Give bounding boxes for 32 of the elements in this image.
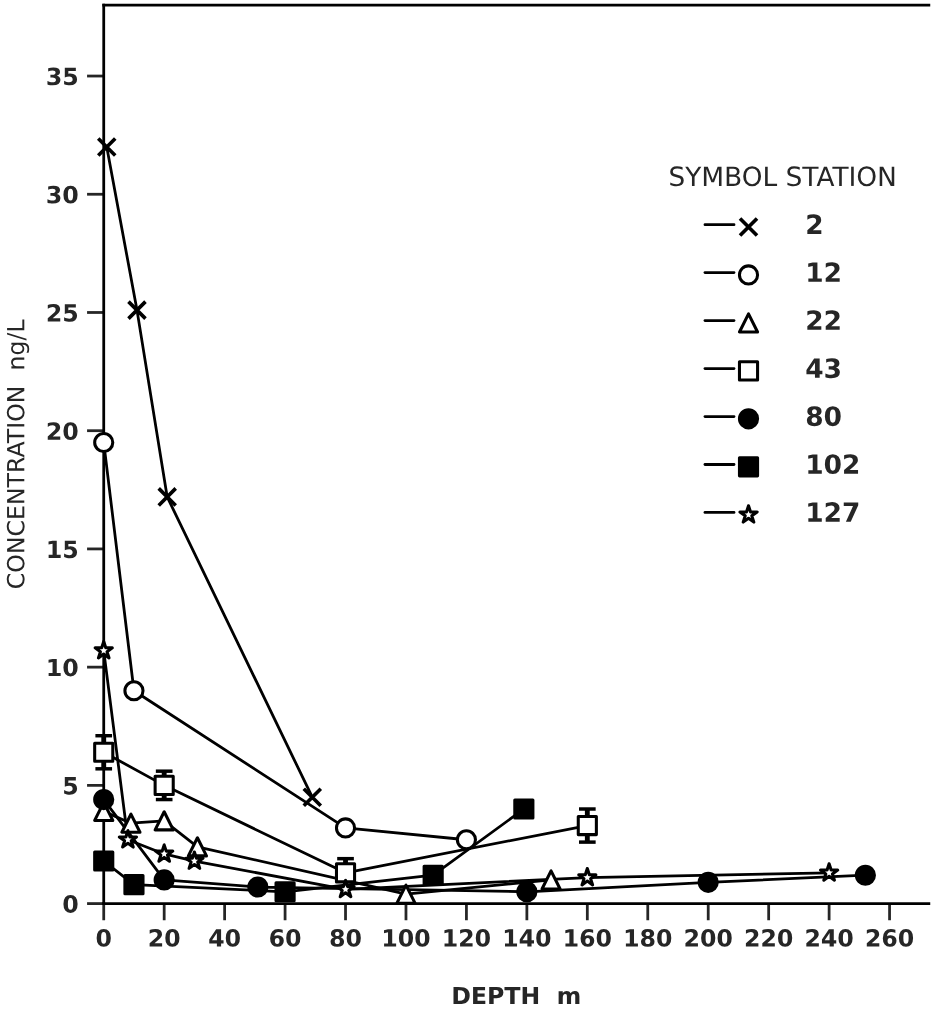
legend-label: 2: [807, 214, 822, 234]
x-tick-label: 40: [209, 929, 240, 947]
x-tick-label: 220: [745, 929, 793, 947]
x-tick-label: 20: [149, 929, 180, 947]
x-tick-label: 180: [625, 929, 672, 947]
x-tick-label: 240: [806, 929, 853, 947]
y-tick-label: 0: [63, 895, 78, 913]
y-tick-label: 10: [48, 658, 78, 677]
legend-label: 80: [806, 406, 841, 427]
y-tick-label: 35: [47, 67, 78, 86]
legend-label: 12: [808, 262, 840, 282]
x-tick-label: 200: [685, 929, 732, 947]
x-tick-label: 160: [565, 929, 611, 947]
y-tick-label: 5: [64, 777, 78, 795]
x-tick-label: 60: [270, 929, 301, 947]
x-tick-label: 80: [330, 929, 361, 947]
legend-label: 127: [808, 502, 859, 522]
legend-label: 102: [808, 454, 859, 475]
y-tick-label: 30: [47, 185, 78, 204]
legend-title: SYMBOL STATION: [670, 166, 895, 187]
y-axis-title: CONCENTRATION ng/L: [6, 319, 30, 588]
y-tick-label: 20: [47, 422, 78, 441]
y-tick-label: 25: [47, 303, 78, 322]
x-tick-label: 120: [444, 929, 490, 947]
x-tick-label: 140: [504, 929, 551, 947]
x-axis-title: DEPTH m: [453, 986, 580, 1005]
x-tick-label: 260: [866, 929, 914, 947]
x-tick-label: 0: [96, 929, 111, 947]
legend-label: 22: [807, 310, 840, 330]
x-tick-label: 100: [383, 929, 430, 947]
y-tick-label: 15: [48, 540, 78, 559]
legend-label: 43: [806, 358, 840, 379]
